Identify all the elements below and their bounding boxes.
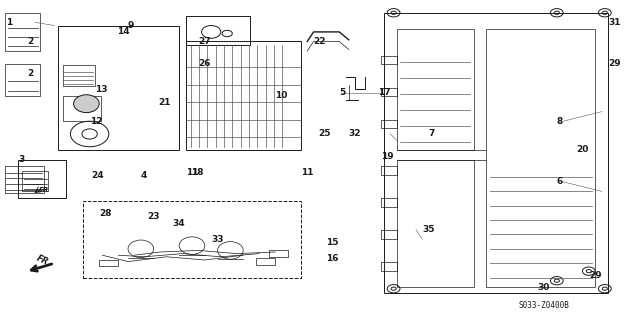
Bar	[381, 230, 397, 239]
Text: 25: 25	[319, 130, 332, 138]
Text: 35: 35	[422, 225, 435, 234]
Text: 11: 11	[301, 168, 314, 177]
Text: 26: 26	[198, 59, 211, 68]
Text: 2: 2	[27, 37, 33, 46]
Bar	[381, 120, 397, 128]
Bar	[58, 26, 179, 150]
Bar	[63, 96, 101, 121]
Text: 9: 9	[128, 21, 134, 30]
Text: 15: 15	[326, 238, 339, 247]
Bar	[83, 201, 301, 278]
Bar	[22, 171, 48, 191]
Text: 13: 13	[95, 85, 108, 94]
Text: 10: 10	[275, 91, 287, 100]
Bar	[381, 166, 397, 175]
Text: 29: 29	[608, 59, 621, 68]
Bar	[381, 88, 397, 96]
Text: 24: 24	[92, 171, 104, 180]
Text: 30: 30	[538, 283, 550, 292]
Text: 23: 23	[147, 212, 160, 221]
Bar	[381, 56, 397, 64]
Bar	[18, 160, 66, 198]
Text: 22: 22	[314, 37, 326, 46]
Bar	[186, 41, 301, 150]
Bar	[269, 250, 288, 257]
Text: 6: 6	[557, 177, 563, 186]
Text: 3: 3	[18, 155, 24, 164]
Text: 21: 21	[159, 98, 172, 107]
Text: 33: 33	[211, 235, 224, 244]
Text: 18: 18	[191, 168, 204, 177]
Text: 17: 17	[378, 88, 390, 97]
Bar	[384, 13, 608, 293]
Bar	[5, 166, 44, 193]
Text: 2: 2	[27, 69, 33, 78]
Text: 28: 28	[99, 209, 112, 218]
Text: 31: 31	[608, 18, 621, 27]
Text: 1: 1	[6, 18, 13, 27]
Bar	[381, 262, 397, 271]
Text: 4: 4	[141, 171, 147, 180]
Text: 16: 16	[326, 254, 339, 263]
Text: 32: 32	[349, 130, 362, 138]
Text: 11: 11	[186, 168, 198, 177]
Text: 7: 7	[429, 130, 435, 138]
Bar	[186, 16, 250, 45]
Text: 14: 14	[117, 27, 130, 36]
Bar	[99, 260, 118, 266]
Bar	[5, 64, 40, 96]
Text: 19: 19	[381, 152, 394, 161]
Ellipse shape	[74, 95, 99, 113]
Text: 20: 20	[576, 145, 588, 154]
Text: S033-Z0400B: S033-Z0400B	[518, 301, 569, 310]
Bar	[486, 29, 595, 287]
Bar	[256, 258, 275, 265]
Bar	[5, 13, 40, 51]
Bar	[397, 29, 474, 150]
Text: 8: 8	[557, 117, 563, 126]
Bar	[397, 160, 474, 287]
Text: FR.: FR.	[35, 254, 53, 268]
Text: 29: 29	[589, 271, 602, 280]
Text: 12: 12	[90, 117, 102, 126]
Text: 27: 27	[198, 37, 211, 46]
Text: 34: 34	[173, 219, 186, 228]
Bar	[63, 65, 95, 86]
Text: 5: 5	[339, 88, 346, 97]
Bar	[381, 198, 397, 207]
Text: FR: FR	[38, 187, 49, 193]
